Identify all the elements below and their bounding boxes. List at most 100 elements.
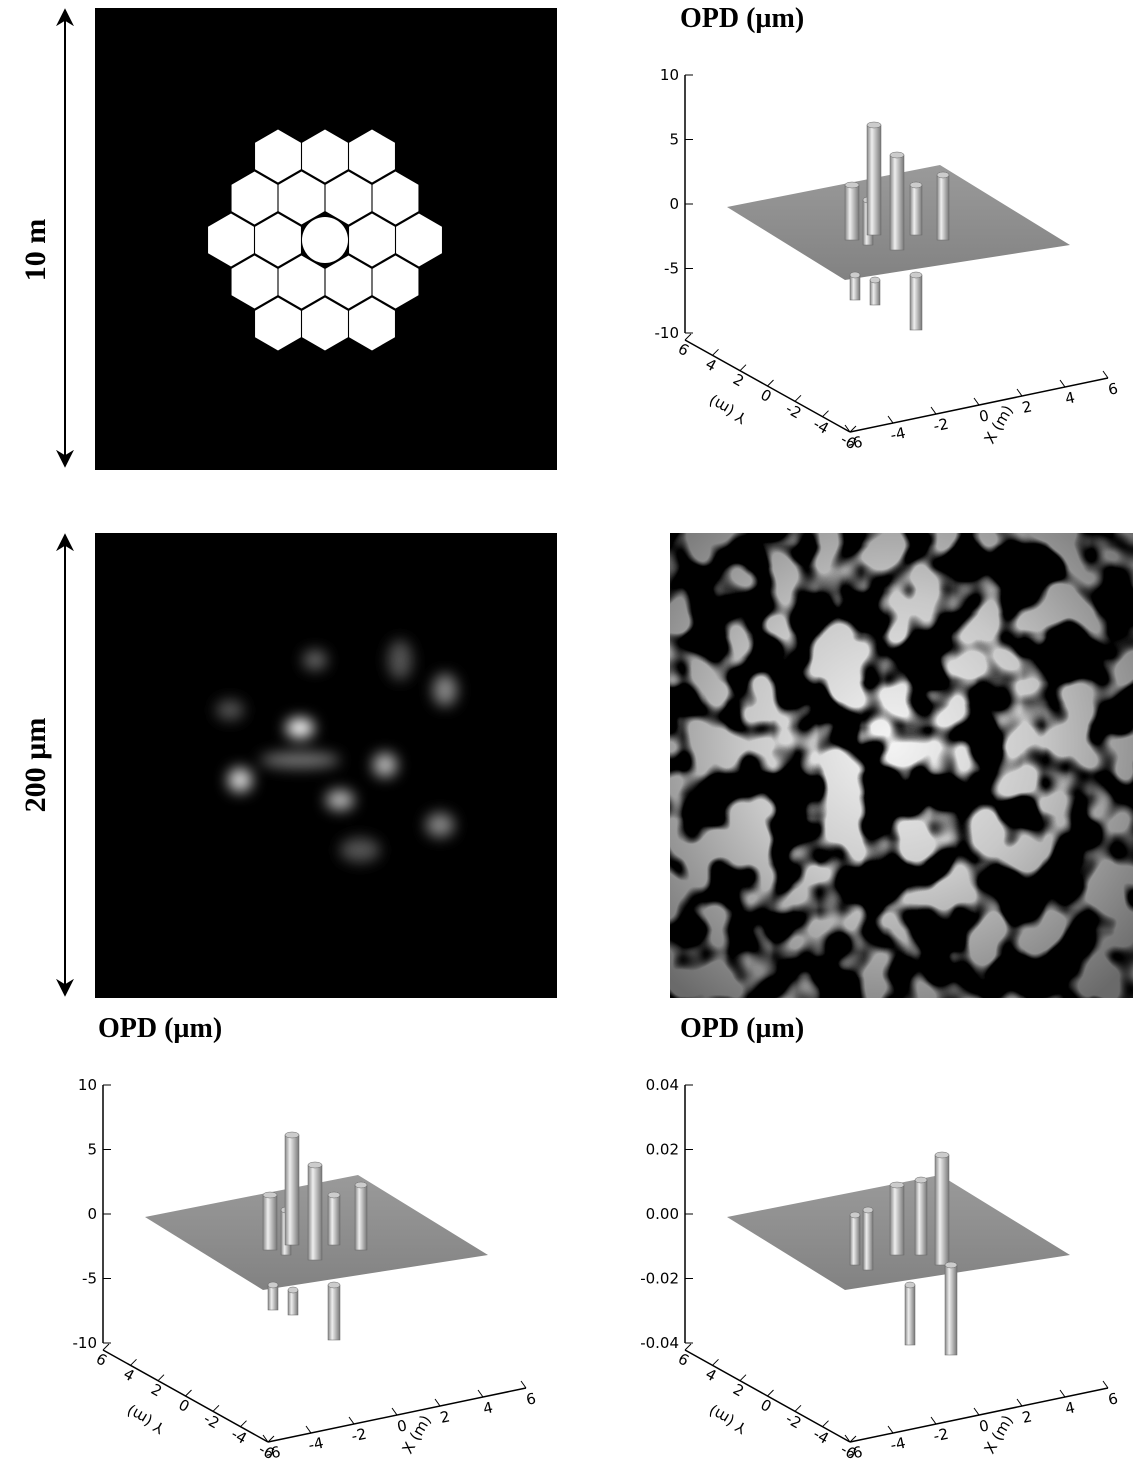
cylinder-top (870, 277, 880, 283)
cylinder-top (915, 1177, 927, 1183)
x-tick-label: 4 (1063, 1398, 1076, 1418)
cylinder-top (910, 182, 922, 188)
y-tick-label: 4 (702, 1365, 719, 1385)
z-tick-label: -0.02 (640, 1270, 679, 1288)
x-tick-label: 6 (1106, 1389, 1119, 1409)
y-tick-label: -2 (783, 399, 805, 422)
cylinder-top (268, 1282, 278, 1288)
y-tick (713, 349, 719, 355)
opd-cylinder (850, 275, 860, 300)
cylinder-top (905, 1282, 915, 1288)
y-tick (795, 395, 801, 401)
x-tick-label: -4 (307, 1434, 325, 1455)
x-tick (1103, 1381, 1108, 1388)
y-tick-label: 6 (93, 1349, 110, 1369)
opd-cylinder (905, 1285, 915, 1345)
x-tick (931, 1417, 936, 1424)
y-tick-label: 2 (730, 1380, 747, 1400)
y-tick-label: 6 (675, 339, 692, 359)
y-tick-label: -4 (228, 1425, 250, 1448)
x-tick-label: -6 (846, 433, 864, 454)
opd-cylinder (870, 280, 880, 305)
x-tick (1103, 371, 1108, 378)
opd-cylinder (263, 1195, 277, 1250)
z-tick-label: -0.04 (640, 1334, 679, 1352)
y-tick (823, 411, 829, 417)
cylinder-top (328, 1192, 340, 1198)
z-tick-label: -5 (82, 1270, 97, 1288)
cylinder-top (910, 272, 922, 278)
x-tick (1060, 1390, 1065, 1397)
z-tick-label: 5 (669, 131, 679, 149)
y-tick (241, 1421, 247, 1427)
x-tick (888, 416, 893, 423)
opd-cylinder (308, 1165, 322, 1260)
cylinder-top (328, 1282, 340, 1288)
opd-cylinder (937, 175, 949, 240)
y-tick (685, 1344, 691, 1350)
scale-label: 200 µm (19, 718, 52, 813)
x-tick (306, 1426, 311, 1433)
z-tick-label: 10 (660, 66, 679, 84)
scale-label: 10 m (19, 219, 52, 282)
y-tick-label: -2 (783, 1409, 805, 1432)
y-tick (740, 365, 746, 371)
y-tick-label: -2 (201, 1409, 223, 1432)
z-tick-label: -10 (73, 1334, 98, 1352)
x-tick (435, 1399, 440, 1406)
y-tick (768, 1390, 774, 1396)
x-tick (1017, 1399, 1022, 1406)
x-tick-label: 4 (481, 1398, 494, 1418)
y-tick (713, 1359, 719, 1365)
x-tick-label: -4 (889, 1434, 907, 1455)
y-tick (131, 1359, 137, 1365)
cylinder-top (355, 1182, 367, 1188)
y-tick (103, 1344, 109, 1350)
y-tick-label: -4 (810, 415, 832, 438)
z-tick-label: -10 (655, 324, 680, 342)
y-tick (186, 1390, 192, 1396)
cylinder-top (935, 1152, 949, 1158)
plot-title: OPD (µm) (98, 1013, 222, 1044)
opd-cylinder (850, 1215, 860, 1265)
x-tick-label: -6 (846, 1443, 864, 1463)
z-tick-label: 0 (669, 195, 679, 213)
y-tick (823, 1421, 829, 1427)
opd-cylinder (288, 1290, 298, 1315)
cylinder-top (308, 1162, 322, 1168)
x-tick-label: 6 (524, 1389, 537, 1409)
y-tick (685, 334, 691, 340)
opd-cylinder (268, 1285, 278, 1310)
opd-cylinder (935, 1155, 949, 1265)
y-tick-label: -4 (810, 1425, 832, 1448)
y-tick-label: 0 (757, 385, 774, 405)
x-tick-label: 4 (1063, 388, 1076, 408)
z-tick-label: -5 (664, 260, 679, 278)
y-axis-label: Y (m) (706, 1401, 751, 1437)
z-tick-label: 0 (87, 1205, 97, 1223)
y-tick-label: 4 (702, 355, 719, 375)
y-tick (795, 1405, 801, 1411)
y-tick-label: 2 (730, 370, 747, 390)
z-tick-label: 0.04 (646, 1076, 679, 1094)
cylinder-top (867, 122, 881, 128)
opd-cylinder (945, 1265, 957, 1355)
z-tick-label: 10 (78, 1076, 97, 1094)
x-tick-label: -6 (264, 1443, 282, 1463)
y-tick (768, 380, 774, 386)
cylinder-top (945, 1262, 957, 1268)
cylinder-top (263, 1192, 277, 1198)
cylinder-top (890, 152, 904, 158)
plot-title: OPD (µm) (680, 1013, 804, 1044)
opd-cylinder (328, 1195, 340, 1245)
opd-plot: OPD (µm)1050-5-106420-2-4-6Y (m)-6-4-202… (73, 1013, 538, 1463)
figure: 10 m 200 µm OPD (µm)1050-5-106420-2-4-6Y… (0, 0, 1133, 1463)
x-tick (931, 407, 936, 414)
log-psf-speckles (670, 533, 1133, 998)
x-tick-label: 6 (1106, 379, 1119, 399)
cylinder-top (850, 1212, 860, 1218)
x-tick (1017, 389, 1022, 396)
x-tick-label: 2 (1020, 1407, 1033, 1427)
cylinder-top (285, 1132, 299, 1138)
